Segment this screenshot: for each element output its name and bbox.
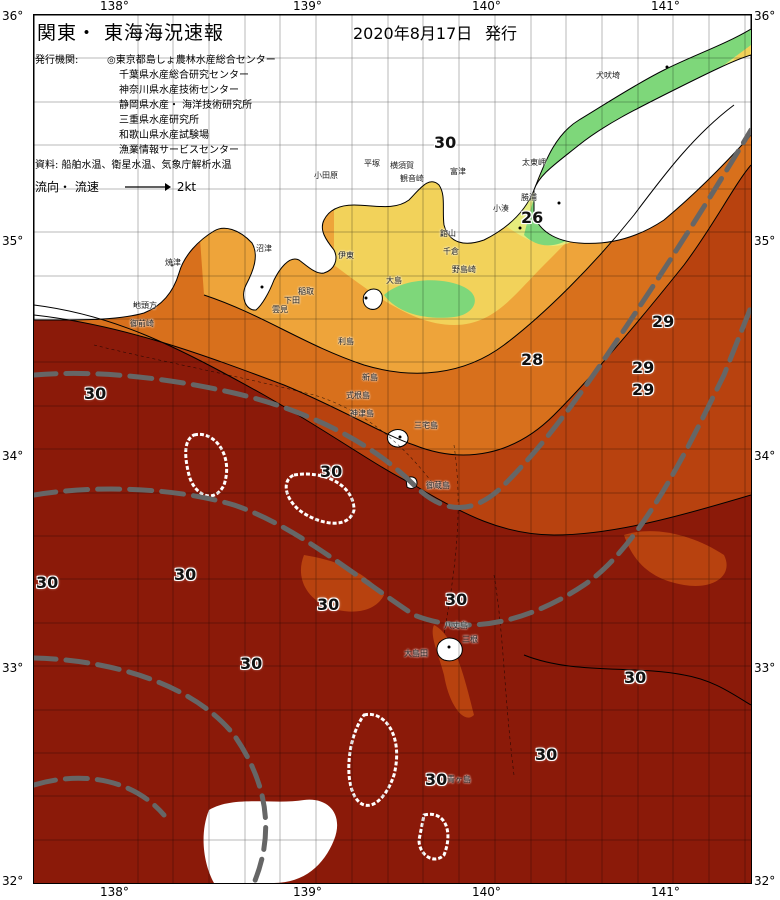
land-southern-cloud-gap — [203, 799, 338, 883]
place-label: 勝浦 — [521, 193, 537, 202]
arrow-icon — [124, 182, 171, 191]
isotherm-label: 28 — [521, 350, 544, 369]
issuer-info: 発行機関: ◎東京都島しょ農林水産総合センター 千葉県水産総合研究センター 神奈… — [35, 53, 276, 173]
isotherm-label: 30 — [445, 590, 468, 609]
sea-cool-patch-oshima — [384, 280, 475, 318]
place-label: 御蔵島 — [426, 481, 450, 490]
place-label: 式根島 — [346, 391, 370, 400]
issuer-item: ◎東京都島しょ農林水産総合センター — [107, 55, 276, 66]
place-label: 御前崎 — [130, 319, 154, 328]
lon-tick-top: 138° — [100, 0, 129, 13]
place-label: 犬吠埼 — [596, 71, 620, 80]
isotherm-label: 29 — [632, 358, 655, 377]
isotherm-label: 29 — [632, 380, 655, 399]
issuer-item: 神奈川県水産技術センター — [119, 85, 239, 96]
lat-tick-right: 34° — [754, 449, 776, 463]
place-label: 太東岬 — [522, 158, 546, 167]
place-label: 焼津 — [165, 258, 181, 267]
lat-tick-left: 36° — [2, 9, 24, 23]
place-label: 三宅島 — [414, 421, 438, 430]
legend-speed: 2kt — [176, 179, 197, 194]
warm-patch-east — [624, 531, 727, 586]
place-label: 館山 — [440, 229, 456, 238]
lon-tick-top: 140° — [472, 0, 501, 13]
map-title: 関東・ 東海海況速報 — [37, 22, 225, 44]
isotherm-label: 30 — [425, 770, 448, 789]
map-svg — [34, 15, 751, 883]
current-legend: 流向・ 流速 2kt — [35, 178, 196, 195]
lat-tick-left: 34° — [2, 449, 24, 463]
place-label: 野島崎 — [452, 265, 476, 274]
isotherm-label: 30 — [174, 565, 197, 584]
issuer-row: 発行機関: ◎東京都島しょ農林水産総合センター — [35, 53, 276, 68]
current-axes — [34, 127, 751, 883]
place-label: 地頭方 — [133, 301, 157, 310]
land-honshu — [34, 15, 751, 321]
place-label: 大島 — [386, 276, 402, 285]
lat-tick-right: 32° — [754, 874, 776, 888]
place-label: 平塚 — [364, 159, 380, 168]
place-label: 観音崎 — [400, 174, 424, 183]
place-label: 横須賀 — [390, 161, 414, 170]
legend-label: 流向・ 流速 — [35, 180, 99, 194]
place-label: 大島田 — [404, 649, 428, 658]
published-label: 発行 — [485, 24, 518, 43]
place-label: 青ヶ島 — [447, 775, 471, 784]
place-label: 伊東 — [338, 251, 354, 260]
issuers-label: 発行機関: — [35, 55, 79, 66]
lon-tick-bottom: 141° — [651, 885, 680, 899]
place-label: 八丈島 — [444, 621, 468, 630]
place-label: 沼津 — [256, 244, 272, 253]
lat-tick-left: 32° — [2, 874, 24, 888]
lon-tick-bottom: 139° — [293, 885, 322, 899]
lon-tick-bottom: 138° — [100, 885, 129, 899]
place-label: 千倉 — [443, 247, 459, 256]
isotherm-label: 30 — [434, 133, 457, 152]
isotherm-label: 30 — [36, 573, 59, 592]
land-oshima — [362, 288, 383, 310]
header: 関東・ 東海海況速報 2020年8月17日 発行 — [33, 14, 750, 44]
issue-date: 2020年8月17日 — [353, 24, 473, 43]
place-label: 雲見 — [272, 305, 288, 314]
lon-tick-bottom: 140° — [472, 885, 501, 899]
isotherm-label: 30 — [624, 668, 647, 687]
issuer-item: 漁業情報サービスセンター — [119, 145, 239, 156]
isotherm-label: 30 — [317, 595, 340, 614]
issuer-item: 静岡県水産・ 海洋技術研究所 — [119, 100, 253, 111]
isotherm-label: 30 — [535, 745, 558, 764]
isotherm-label: 29 — [652, 312, 675, 331]
data-sources: 資料: 船舶水温、衛星水温、気象庁解析水温 — [35, 160, 232, 171]
sea-temperature-map — [33, 14, 752, 884]
issuer-item: 千葉県水産総合研究センター — [119, 70, 249, 81]
isotherm-label: 30 — [84, 384, 107, 403]
isotherm-label: 30 — [240, 654, 263, 673]
isotherm-label: 26 — [521, 208, 544, 227]
place-label: 稲取 — [298, 287, 314, 296]
issuer-item: 三重県水産研究所 — [119, 115, 199, 126]
place-label: 下田 — [284, 296, 300, 305]
warm-patch-center — [300, 555, 384, 612]
lat-tick-right: 35° — [754, 234, 776, 248]
place-label: 神津島 — [350, 409, 374, 418]
place-label: 利島 — [338, 337, 354, 346]
place-label: 新島 — [362, 373, 378, 382]
place-label: 富津 — [450, 167, 466, 176]
lon-tick-top: 141° — [651, 0, 680, 13]
lat-tick-right: 33° — [754, 661, 776, 675]
cloud-gap-outlines — [184, 432, 450, 861]
lon-tick-top: 139° — [293, 0, 322, 13]
isobath-lines — [93, 344, 515, 776]
place-label: 小湊 — [493, 204, 509, 213]
lat-tick-left: 33° — [2, 661, 24, 675]
place-label: 小田原 — [314, 171, 338, 180]
lat-tick-right: 36° — [754, 9, 776, 23]
place-label: 三根 — [462, 635, 478, 644]
land-hachijojima — [436, 637, 463, 662]
isotherm-label: 30 — [320, 462, 343, 481]
lat-tick-left: 35° — [2, 234, 24, 248]
place-markers — [133, 65, 669, 649]
issuer-item: 和歌山県水産試験場 — [119, 130, 209, 141]
